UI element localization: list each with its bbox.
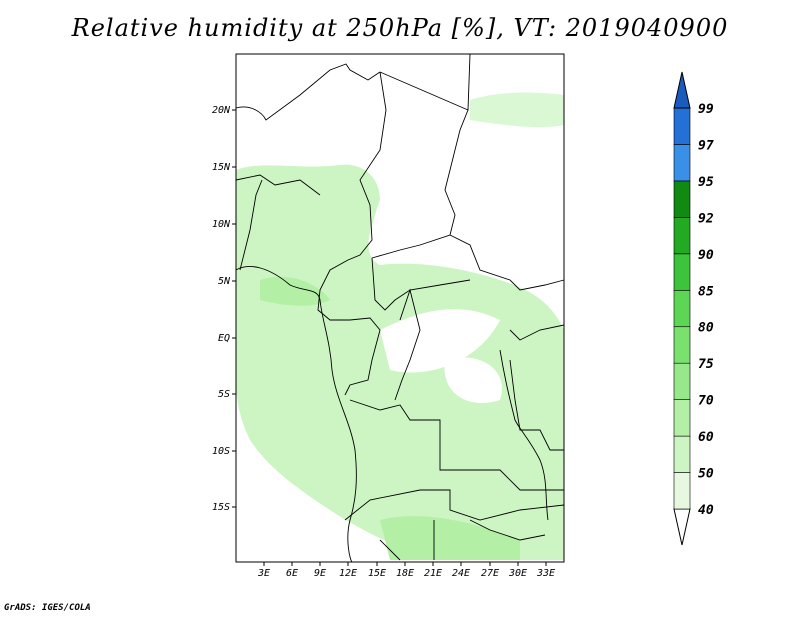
colorbar-label: 70 (698, 394, 714, 409)
lat-label-10s: 10S (212, 446, 230, 457)
colorbar-bin (673, 326, 691, 364)
colorbar-bin (673, 399, 691, 437)
lat-label-5n: 5N (218, 276, 231, 287)
coastline (235, 266, 549, 563)
lon-label-33e: 33E (536, 568, 555, 579)
colorbar-label: 92 (698, 211, 714, 226)
footer-credit: GrADS: IGES/COLA (4, 603, 91, 613)
colorbar-bin (673, 508, 691, 546)
lon-label-12e: 12E (339, 568, 357, 579)
map-panel (235, 53, 565, 563)
colorbar-bin (673, 289, 691, 328)
colorbar-label: 75 (698, 357, 714, 372)
lon-label-24e: 24E (452, 568, 470, 579)
lon-label-18e: 18E (396, 568, 414, 579)
colorbar-bin (673, 253, 691, 291)
humidity-fill (236, 92, 564, 560)
lat-label-20n: 20N (212, 105, 231, 116)
lon-label-21e: 21E (424, 568, 442, 579)
colorbar-bin (673, 180, 691, 218)
lon-label-3e: 3E (257, 568, 270, 579)
colorbar-label: 95 (698, 175, 714, 190)
lon-label-15e: 15E (368, 568, 386, 579)
colorbar-label: 99 (698, 102, 714, 117)
lon-label-6e: 6E (286, 568, 298, 579)
map-frame (235, 53, 565, 563)
lat-label-15n: 15N (212, 162, 231, 173)
lat-label-10n: 10N (212, 219, 231, 230)
lat-label-5s: 5S (218, 389, 230, 400)
lat-axis: 20N 15N 10N 5N EQ 5S 10S 15S (212, 105, 236, 513)
colorbar-label: 60 (698, 430, 714, 445)
colorbar-bin (673, 435, 691, 473)
lat-label-15s: 15S (212, 502, 230, 513)
lon-label-27e: 27E (481, 568, 499, 579)
colorbar-bin (673, 362, 691, 400)
colorbar-bin (673, 107, 691, 145)
country-borders (235, 53, 565, 561)
lon-label-9e: 9E (314, 568, 326, 579)
lat-label-eq: EQ (218, 333, 230, 344)
chart-title: Relative humidity at 250hPa [%], VT: 201… (71, 14, 729, 42)
colorbar-label: 85 (698, 284, 714, 299)
colorbar-bin (673, 472, 691, 510)
colorbar-label: 97 (698, 138, 714, 153)
colorbar-bin (673, 217, 691, 255)
colorbar-label: 80 (698, 321, 714, 336)
colorbar: 40 50 60 70 75 80 85 90 92 95 97 99 (673, 71, 714, 546)
colorbar-bin (673, 144, 691, 182)
colorbar-label: 90 (698, 248, 714, 263)
lon-axis: 3E 6E 9E 12E 15E 18E 21E 24E 27E 30E 33E (257, 562, 555, 579)
lon-label-30e: 30E (508, 568, 527, 579)
colorbar-label: 40 (698, 503, 714, 518)
colorbar-label: 50 (698, 467, 714, 482)
colorbar-bin (673, 71, 691, 109)
